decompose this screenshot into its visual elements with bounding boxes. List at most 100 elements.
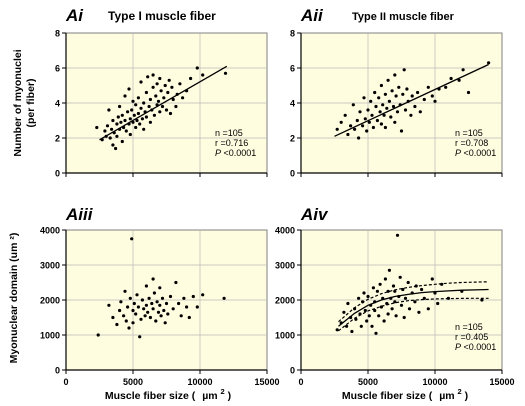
data-point-aii [343, 113, 347, 117]
data-point-aiii [163, 321, 167, 325]
data-point-ai [158, 110, 162, 114]
data-point-aiv [365, 319, 369, 323]
data-point-ai [201, 73, 205, 77]
stat-p-symbol-aii: P [455, 148, 461, 158]
data-point-aii [361, 124, 365, 128]
y-tick-label-aii: 6 [290, 64, 295, 74]
y-tick-label-aiv: 2000 [275, 296, 295, 306]
data-point-aiii [140, 298, 144, 302]
data-point-aii [370, 113, 374, 117]
data-point-ai [136, 96, 140, 100]
data-point-aii [339, 120, 343, 124]
data-point-aii [444, 85, 448, 89]
stat-n-aii: n =105 [455, 128, 483, 138]
data-point-aiv [391, 284, 396, 288]
data-point-aiv [371, 286, 375, 290]
data-point-aii [394, 94, 398, 98]
y-tick-label-ai: 8 [55, 29, 60, 39]
data-point-aiv [436, 301, 440, 306]
stat-p-aiv: P <0.0001 [455, 342, 496, 352]
data-point-ai [120, 113, 124, 117]
data-point-aii [385, 106, 389, 110]
data-point-aiv [430, 277, 434, 281]
data-point-ai [167, 78, 171, 82]
data-point-aii [401, 92, 405, 96]
data-point-ai [162, 96, 166, 100]
data-point-aiv [374, 331, 378, 335]
stat-p-value-aii: <0.0001 [461, 148, 496, 158]
data-point-aiv [406, 280, 410, 285]
y-tick-label-aiv: 0 [290, 366, 295, 376]
x-axis-label-left-text: Muscle fiber size ( [105, 390, 196, 402]
data-point-ai [142, 127, 146, 131]
data-point-ai [170, 85, 174, 89]
data-point-ai [110, 127, 114, 131]
data-point-ai [148, 97, 152, 102]
panel-title-ai: Type I muscle fiber [108, 9, 216, 23]
data-point-ai [144, 90, 148, 95]
panel-aiii: Aiii 0 1000 2000 3000 4000 0 5000 10000 15000 [40, 205, 280, 387]
data-point-aiii [164, 301, 169, 306]
data-point-aii [373, 90, 377, 95]
data-point-aii [416, 90, 420, 95]
data-point-ai [108, 136, 112, 140]
stat-p-value-ai: <0.0001 [221, 148, 256, 158]
y-tick-label-ai: 6 [55, 64, 60, 74]
data-point-aiii [144, 284, 148, 288]
y-tick-label-ai: 4 [55, 99, 60, 109]
data-point-aiv [407, 307, 412, 311]
data-point-aii [377, 96, 381, 100]
data-point-aiii [123, 289, 127, 293]
data-point-aiii [148, 315, 152, 320]
data-point-ai [156, 99, 161, 103]
data-point-aii [375, 118, 379, 123]
data-point-aiv [394, 314, 398, 318]
data-point-aiii [107, 303, 111, 307]
data-point-aiii [131, 321, 135, 325]
y-tick-label-aiv: 1000 [275, 331, 295, 341]
data-point-ai [159, 89, 163, 93]
data-point-aiv [417, 310, 421, 314]
data-point-aiii [156, 310, 161, 314]
data-point-aiii [191, 294, 195, 299]
data-point-aii [487, 61, 491, 65]
data-point-aiv [426, 307, 430, 311]
data-point-ai [139, 80, 143, 84]
data-point-aiv [373, 308, 377, 313]
x-axis-label-right-unit: µm [439, 390, 454, 402]
data-point-aiii [201, 293, 205, 297]
data-point-aiv [403, 296, 408, 300]
stat-n-aiv: n =105 [455, 322, 483, 332]
data-point-ai [144, 115, 148, 119]
data-point-ai [111, 118, 115, 123]
data-point-aiv [366, 294, 370, 299]
stat-r-aiv: r =0.405 [455, 332, 488, 342]
data-point-aii [355, 118, 359, 123]
data-point-ai [123, 118, 127, 123]
data-point-aiii [171, 307, 175, 311]
data-point-aii [379, 83, 383, 88]
data-point-aiii [155, 300, 159, 304]
data-point-aii [351, 103, 355, 107]
data-point-ai [139, 106, 143, 110]
data-point-aii [403, 108, 408, 112]
data-point-aiii [159, 314, 163, 318]
data-point-aii [430, 94, 434, 98]
data-point-aiii [166, 312, 170, 316]
data-point-aiii [177, 301, 181, 306]
data-point-ai [154, 94, 158, 98]
data-point-ai [147, 104, 151, 109]
data-point-aii [365, 129, 369, 133]
panel-aiv: Aiv 0 1000 2000 3000 4000 0 5000 10000 15000 n =1… [275, 205, 515, 387]
y-axis-label-top-line1: Number of myonuclei [12, 49, 24, 156]
data-point-ai [138, 122, 142, 126]
data-point-ai [107, 108, 111, 112]
data-point-aiv [377, 314, 381, 318]
data-point-ai [136, 111, 140, 116]
data-point-aiii [185, 305, 189, 309]
data-point-aii [387, 99, 391, 103]
regression-line-aiv [338, 288, 489, 327]
y-tick-label-aiii: 1000 [40, 331, 60, 341]
data-point-aiii [135, 293, 139, 297]
